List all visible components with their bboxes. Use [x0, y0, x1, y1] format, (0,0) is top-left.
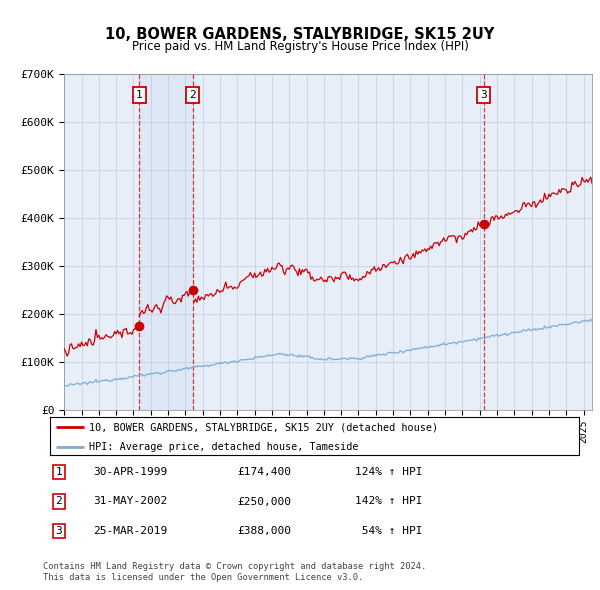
Text: 30-APR-1999: 30-APR-1999	[93, 467, 167, 477]
Text: 54% ↑ HPI: 54% ↑ HPI	[355, 526, 422, 536]
Text: 1: 1	[55, 467, 62, 477]
Text: 25-MAR-2019: 25-MAR-2019	[93, 526, 167, 536]
Text: 1: 1	[136, 90, 143, 100]
Text: Price paid vs. HM Land Registry's House Price Index (HPI): Price paid vs. HM Land Registry's House …	[131, 40, 469, 53]
Bar	[139, 74, 193, 410]
Text: £388,000: £388,000	[237, 526, 291, 536]
Text: 3: 3	[480, 90, 487, 100]
Text: HPI: Average price, detached house, Tameside: HPI: Average price, detached house, Tame…	[89, 442, 359, 452]
Text: 10, BOWER GARDENS, STALYBRIDGE, SK15 2UY (detached house): 10, BOWER GARDENS, STALYBRIDGE, SK15 2UY…	[89, 422, 439, 432]
Text: £250,000: £250,000	[237, 497, 291, 506]
Text: 2: 2	[55, 497, 62, 506]
Text: Contains HM Land Registry data © Crown copyright and database right 2024.: Contains HM Land Registry data © Crown c…	[43, 562, 427, 571]
Text: This data is licensed under the Open Government Licence v3.0.: This data is licensed under the Open Gov…	[43, 572, 364, 582]
Text: £174,400: £174,400	[237, 467, 291, 477]
Text: 31-MAY-2002: 31-MAY-2002	[93, 497, 167, 506]
Text: 10, BOWER GARDENS, STALYBRIDGE, SK15 2UY: 10, BOWER GARDENS, STALYBRIDGE, SK15 2UY	[106, 27, 494, 42]
Text: 3: 3	[55, 526, 62, 536]
Text: 2: 2	[189, 90, 196, 100]
Text: 124% ↑ HPI: 124% ↑ HPI	[355, 467, 422, 477]
Text: 142% ↑ HPI: 142% ↑ HPI	[355, 497, 422, 506]
